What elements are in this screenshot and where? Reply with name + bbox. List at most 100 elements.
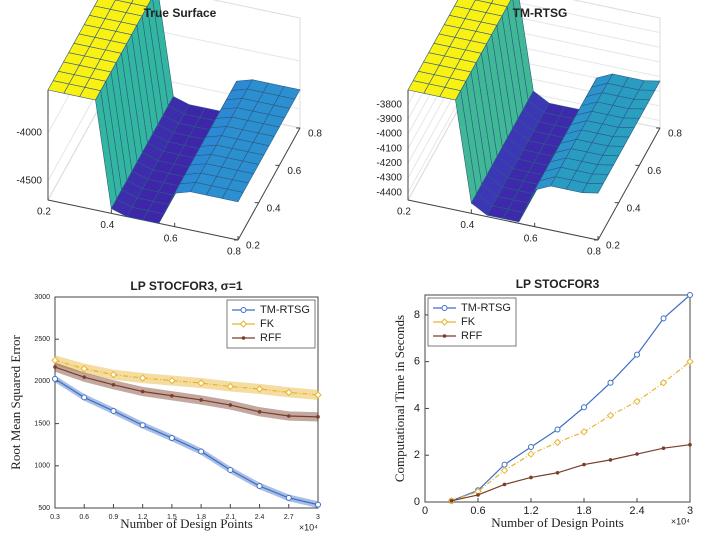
x-tick-label: 0.2 xyxy=(37,207,51,218)
marker xyxy=(527,450,535,458)
x-tick-label: 0.6 xyxy=(79,514,89,521)
x-tick-label: 0 xyxy=(422,505,428,517)
marker xyxy=(199,398,203,402)
marker xyxy=(255,385,264,393)
marker xyxy=(226,382,235,391)
marker xyxy=(449,499,454,503)
chart-title: LP STOCFOR3 xyxy=(516,277,600,291)
x-tick-label: 3 xyxy=(687,505,693,517)
marker xyxy=(555,470,560,475)
marker xyxy=(529,475,533,480)
marker xyxy=(257,409,262,414)
y-tick-label: 0 xyxy=(414,496,420,508)
y-tick-label: 2 xyxy=(414,449,420,461)
marker xyxy=(111,382,116,387)
marker xyxy=(285,388,293,397)
series-line xyxy=(54,378,319,506)
x-tick-label: 1.2 xyxy=(523,505,538,517)
y-tick-label: 6 xyxy=(414,356,420,368)
marker xyxy=(501,461,508,468)
marker xyxy=(581,404,587,411)
legend-label: FK xyxy=(260,318,275,330)
y-tick-label: 3000 xyxy=(34,294,50,301)
marker xyxy=(51,356,59,365)
marker xyxy=(686,357,694,366)
marker xyxy=(582,462,586,467)
legend-label: TM-RTSG xyxy=(260,304,310,316)
marker xyxy=(635,452,639,456)
marker xyxy=(476,493,480,497)
x-tick-label: 0.3 xyxy=(50,514,60,521)
legend-label: TM-RTSG xyxy=(461,302,511,314)
x-tick-label: 1.2 xyxy=(138,514,148,521)
y-tick-label: 0.6 xyxy=(647,166,661,177)
marker xyxy=(441,305,448,311)
x-tick-label: 2.4 xyxy=(255,514,265,521)
marker xyxy=(286,414,291,418)
x-tick-label: 1.8 xyxy=(576,505,591,517)
marker xyxy=(553,438,562,447)
x-tick-label: 0.2 xyxy=(397,207,411,218)
error-band xyxy=(55,375,318,508)
z-tick-label: -3900 xyxy=(376,114,402,125)
y-tick-label: 8 xyxy=(414,309,420,321)
marker xyxy=(580,428,588,436)
x-tick-label: 2.7 xyxy=(284,514,294,521)
marker xyxy=(53,365,57,369)
x-tick-label: 2.4 xyxy=(629,505,644,517)
marker xyxy=(197,379,205,387)
marker xyxy=(314,391,322,399)
x-tick-label: 0.6 xyxy=(164,233,178,244)
z-tick-label: -3800 xyxy=(376,99,402,110)
y-axis xyxy=(237,127,301,241)
marker xyxy=(109,370,118,379)
x-exponent: ×10⁴ xyxy=(671,516,690,526)
x-tick-label: 0.8 xyxy=(227,247,241,258)
z-tick-label: -4200 xyxy=(376,158,402,169)
y-tick-label: 0.2 xyxy=(606,241,620,252)
y-tick-label: 0.8 xyxy=(308,129,322,140)
legend-label: RFF xyxy=(260,332,282,344)
marker xyxy=(256,483,263,490)
marker xyxy=(687,292,693,298)
marker xyxy=(198,448,205,455)
series-line xyxy=(451,444,691,502)
marker xyxy=(607,379,614,386)
marker xyxy=(140,389,145,394)
y-tick-label: 1000 xyxy=(34,463,50,470)
surface-patch xyxy=(221,188,244,203)
marker xyxy=(82,375,87,379)
x-tick-label: 0.6 xyxy=(524,233,538,244)
y-tick-label: 0.6 xyxy=(287,166,301,177)
marker xyxy=(315,501,321,508)
chart-title: LP STOCFOR3, σ=1 xyxy=(130,279,242,293)
marker xyxy=(606,411,615,420)
x-tick-label: 1.8 xyxy=(196,514,206,521)
z-tick-label: -4000 xyxy=(376,129,402,140)
x-tick-label: 0.9 xyxy=(109,514,119,521)
marker xyxy=(660,315,667,322)
y-tick-label: 4 xyxy=(414,402,420,414)
y-tick-label: 0.4 xyxy=(267,203,281,214)
marker xyxy=(608,458,613,462)
series-line xyxy=(451,294,691,502)
z-tick-label: -4100 xyxy=(376,143,402,154)
marker xyxy=(168,434,175,441)
y-tick-label: 0.2 xyxy=(246,241,260,252)
chart-title: TM-RTSG xyxy=(513,6,568,20)
series-line xyxy=(54,366,319,418)
x-axis-label: Number of Design Points xyxy=(491,515,624,530)
error-band xyxy=(55,355,318,400)
x-tick-label: 0.6 xyxy=(470,505,485,517)
marker xyxy=(502,482,507,487)
marker xyxy=(633,397,641,406)
x-tick-label: 0.8 xyxy=(587,247,601,258)
marker xyxy=(81,394,88,401)
z-tick-label: -4500 xyxy=(16,176,42,187)
y-tick-label: 2000 xyxy=(34,378,50,385)
marker xyxy=(554,426,561,433)
x-tick-label: 0.4 xyxy=(100,220,114,231)
marker xyxy=(440,318,449,326)
marker xyxy=(52,375,58,382)
